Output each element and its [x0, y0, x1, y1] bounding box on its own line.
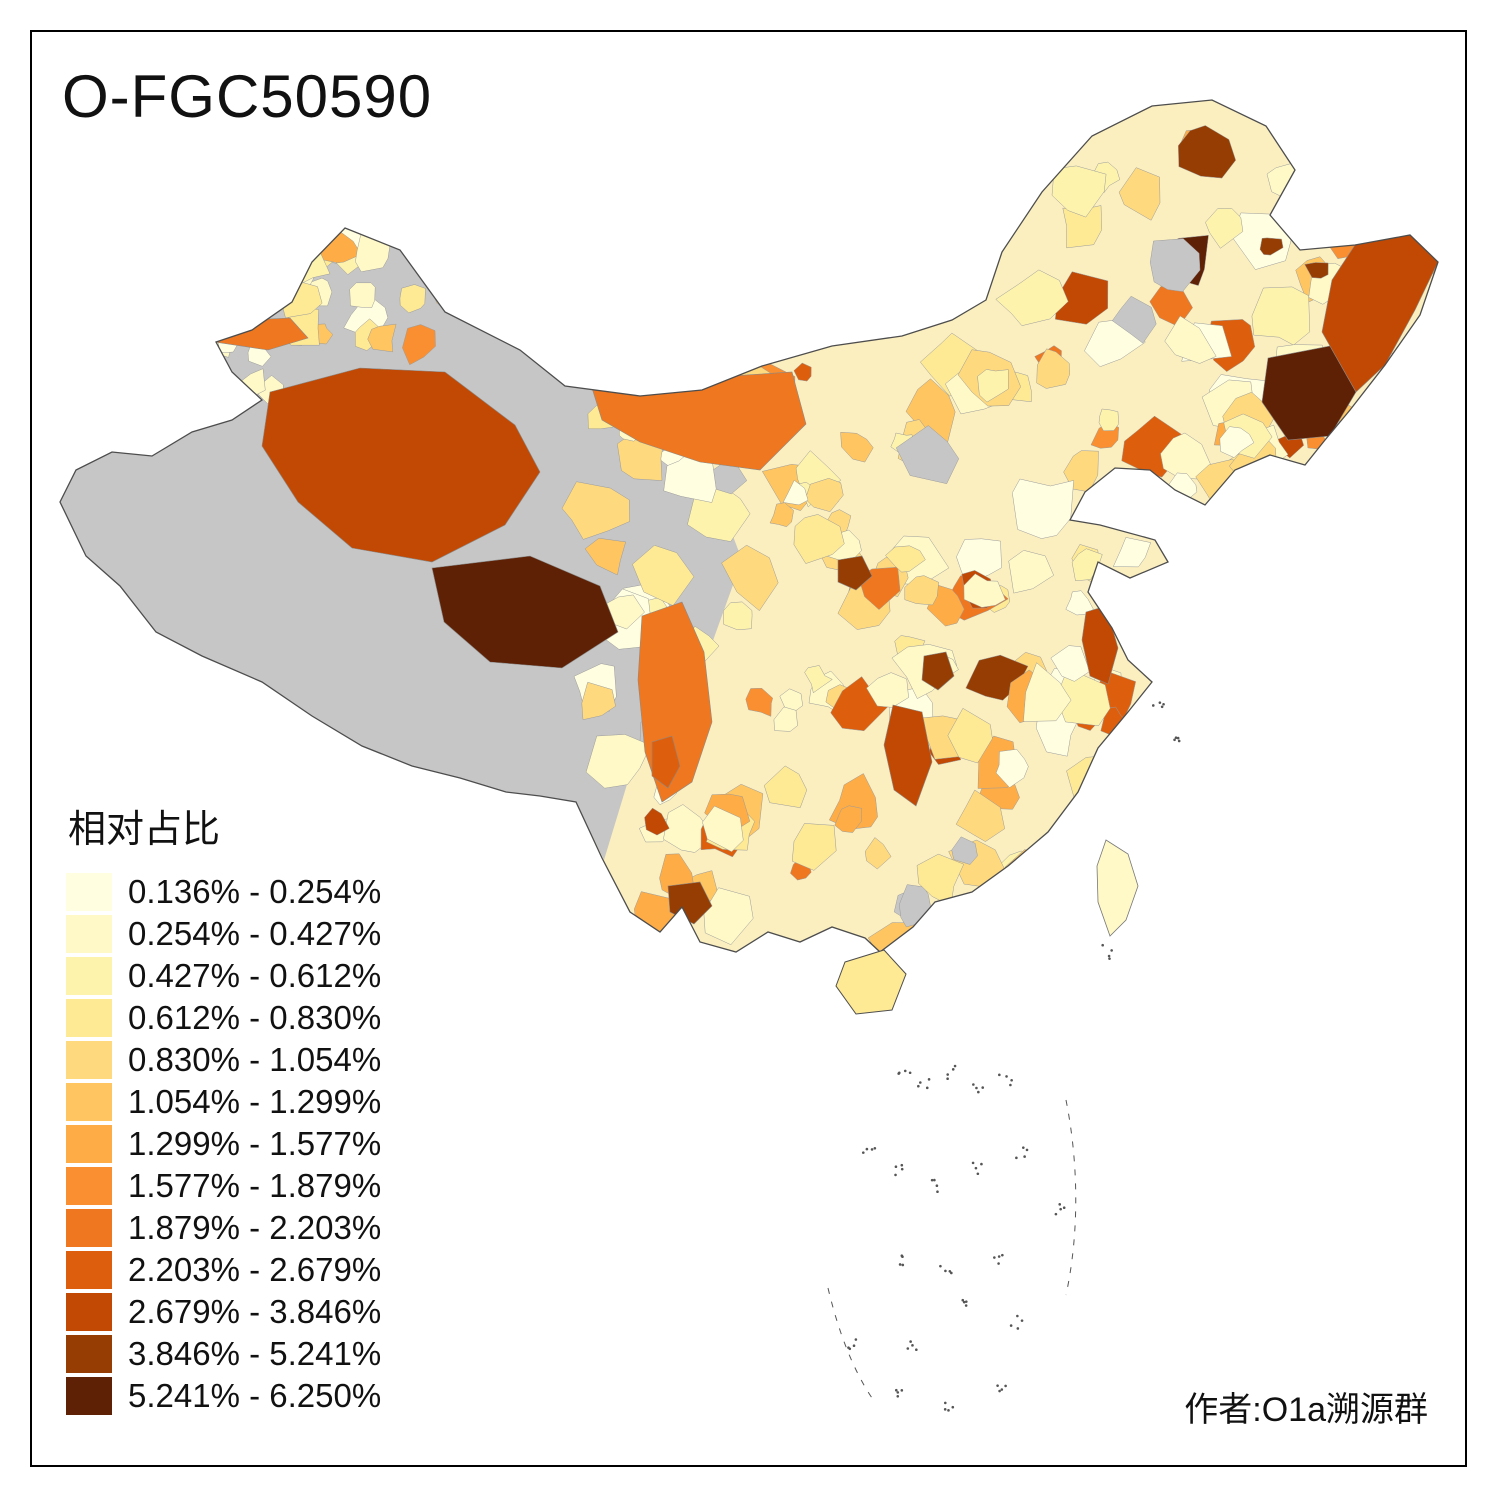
attribution-text: 作者:O1a溯源群	[1184, 1391, 1428, 1429]
legend-label: 1.577% - 1.879%	[128, 1167, 382, 1204]
legend-swatch	[66, 1251, 112, 1289]
legend-swatch	[66, 1083, 112, 1121]
legend-item: 3.846% - 5.241%	[66, 1335, 381, 1373]
legend-item: 0.612% - 0.830%	[66, 999, 381, 1037]
page-title: O-FGC50590	[62, 63, 433, 130]
hainan-island	[835, 949, 907, 1015]
country-outline	[59, 99, 1439, 953]
taiwan-island	[1096, 839, 1139, 937]
legend-swatch	[66, 999, 112, 1037]
legend-label: 0.427% - 0.612%	[128, 957, 382, 994]
legend-item: 1.054% - 1.299%	[66, 1083, 381, 1121]
legend-item: 2.203% - 2.679%	[66, 1251, 381, 1289]
legend-swatch	[66, 1335, 112, 1373]
legend-label: 3.846% - 5.241%	[128, 1335, 382, 1372]
legend-swatch	[66, 1293, 112, 1331]
legend-swatch	[66, 1209, 112, 1247]
legend-swatch	[66, 915, 112, 953]
legend-item: 1.299% - 1.577%	[66, 1125, 381, 1163]
legend-swatch	[66, 1167, 112, 1205]
legend-swatch	[66, 1041, 112, 1079]
legend-label: 0.136% - 0.254%	[128, 873, 382, 910]
legend-label: 0.254% - 0.427%	[128, 915, 382, 952]
legend-item: 0.830% - 1.054%	[66, 1041, 381, 1079]
highlight-regions	[204, 234, 1438, 925]
legend-swatch	[66, 1377, 112, 1415]
south-china-sea-islands	[827, 701, 1181, 1412]
legend-label: 1.299% - 1.577%	[128, 1125, 382, 1162]
legend-swatch	[66, 1125, 112, 1163]
legend-swatch	[66, 873, 112, 911]
legend-item: 0.427% - 0.612%	[66, 957, 381, 995]
legend-label: 0.612% - 0.830%	[128, 999, 382, 1036]
legend-item: 1.879% - 2.203%	[66, 1209, 381, 1247]
legend-item: 1.577% - 1.879%	[66, 1167, 381, 1205]
legend-swatch	[66, 957, 112, 995]
legend-item: 5.241% - 6.250%	[66, 1377, 381, 1415]
legend-item: 0.136% - 0.254%	[66, 873, 381, 911]
legend-title: 相对占比	[68, 809, 221, 851]
legend-label: 1.879% - 2.203%	[128, 1209, 382, 1246]
legend-label: 1.054% - 1.299%	[128, 1083, 382, 1120]
legend-label: 2.679% - 3.846%	[128, 1293, 382, 1330]
legend: 相对占比 0.136% - 0.254% 0.254% - 0.427% 0.4…	[66, 798, 381, 1419]
legend-item: 0.254% - 0.427%	[66, 915, 381, 953]
legend-label: 5.241% - 6.250%	[128, 1377, 382, 1414]
legend-label: 0.830% - 1.054%	[128, 1041, 382, 1078]
legend-label: 2.203% - 2.679%	[128, 1251, 382, 1288]
legend-item: 2.679% - 3.846%	[66, 1293, 381, 1331]
